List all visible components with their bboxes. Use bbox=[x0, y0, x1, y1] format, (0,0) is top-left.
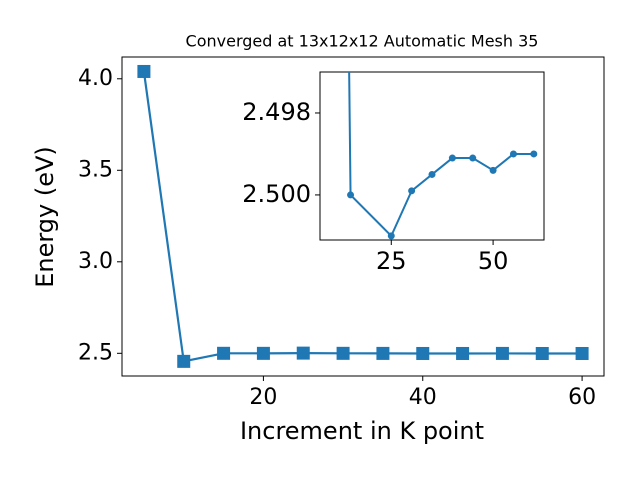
x-tick-label: 20 bbox=[249, 385, 277, 410]
marker bbox=[509, 150, 517, 158]
y-tick-label: 2.5 bbox=[78, 340, 113, 365]
y-tick-label: 4.0 bbox=[78, 66, 113, 91]
y-tick-label: 2.500 bbox=[242, 180, 311, 208]
marker bbox=[347, 191, 355, 199]
y-axis-label: Energy (eV) bbox=[31, 146, 59, 288]
marker bbox=[137, 64, 151, 78]
marker bbox=[336, 346, 350, 360]
plot-area bbox=[347, 72, 538, 240]
marker bbox=[575, 346, 589, 360]
marker bbox=[416, 346, 430, 360]
plot-area bbox=[137, 64, 589, 368]
y-tick-label: 3.5 bbox=[78, 157, 113, 182]
marker bbox=[177, 354, 191, 368]
chart-title: Converged at 13x12x12 Automatic Mesh 35 bbox=[186, 32, 539, 51]
marker bbox=[217, 346, 231, 360]
marker bbox=[428, 170, 436, 178]
x-tick-label: 60 bbox=[568, 385, 596, 410]
marker bbox=[448, 154, 456, 162]
x-tick-label: 40 bbox=[409, 385, 437, 410]
marker bbox=[296, 346, 310, 360]
plot-frame bbox=[319, 71, 545, 241]
marker bbox=[256, 346, 270, 360]
marker bbox=[456, 346, 470, 360]
series-line bbox=[142, 71, 583, 363]
marker bbox=[469, 154, 477, 162]
marker bbox=[408, 187, 416, 195]
marker bbox=[376, 346, 390, 360]
y-tick-label: 3.0 bbox=[78, 249, 113, 274]
y-tick-label: 2.498 bbox=[242, 98, 311, 126]
marker bbox=[535, 346, 549, 360]
x-axis-label: Increment in K point bbox=[240, 417, 484, 445]
x-tick-label: 25 bbox=[376, 247, 407, 275]
marker bbox=[495, 346, 509, 360]
marker bbox=[387, 232, 395, 240]
x-tick-label: 50 bbox=[478, 247, 509, 275]
marker bbox=[489, 166, 497, 174]
series-line bbox=[348, 72, 534, 238]
marker bbox=[530, 150, 538, 158]
